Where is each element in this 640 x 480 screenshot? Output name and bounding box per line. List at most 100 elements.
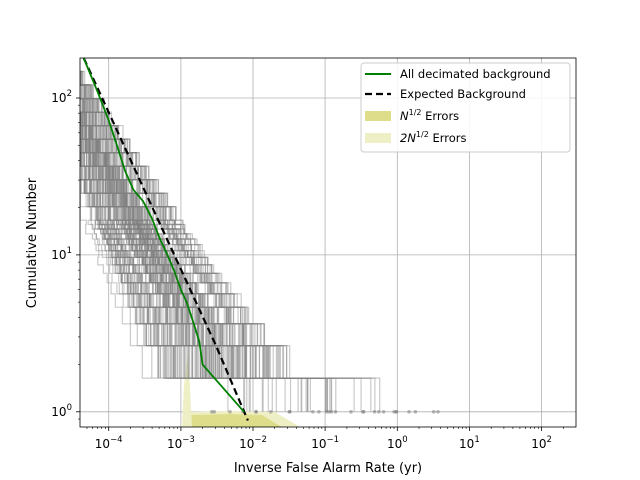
background-trial-line <box>80 179 245 412</box>
background-trial-line <box>80 111 235 379</box>
background-trial-line <box>80 125 277 412</box>
background-trial-line <box>80 125 204 379</box>
background-trial-line <box>80 165 159 379</box>
trial-endpoint <box>212 410 217 414</box>
background-trial-line <box>80 138 176 379</box>
background-trial-line <box>80 192 246 412</box>
background-trial-line <box>80 152 220 379</box>
trial-endpoint <box>254 410 258 414</box>
background-trial-line <box>80 111 245 379</box>
background-trial-line <box>80 179 174 379</box>
background-trial-line <box>80 138 205 379</box>
background-trial-line <box>80 125 247 379</box>
background-trial-line <box>80 152 204 379</box>
background-trial-line <box>80 125 222 379</box>
background-trial-line <box>80 98 286 412</box>
x-tick-label: 10−4 <box>95 435 123 451</box>
x-axis-ticks: 10−4 10−3 10−2 10−1 100 101 102 <box>86 427 564 451</box>
background-trial-line <box>80 98 220 379</box>
x-tick-label: 102 <box>531 435 552 451</box>
background-trial-line <box>80 152 190 379</box>
legend-label-err1: N1/2 Errors <box>400 108 459 123</box>
background-trial-line <box>80 70 279 379</box>
background-trial-line <box>80 138 234 379</box>
legend: All decimated background Expected Backgro… <box>360 62 571 153</box>
background-trial-line <box>80 138 240 379</box>
background-trial-line <box>80 125 211 379</box>
background-trial-line <box>80 84 226 379</box>
background-trial-line <box>80 98 223 379</box>
trial-endpoint <box>372 410 377 414</box>
background-trial-line <box>80 84 206 379</box>
expected-background-line <box>82 58 249 421</box>
background-trial-line <box>80 84 281 379</box>
background-trial-line <box>80 179 168 379</box>
background-trial-line <box>80 179 181 379</box>
background-trial-line <box>80 152 202 379</box>
background-trial-line <box>80 152 263 412</box>
main-series-lines <box>82 58 249 421</box>
trial-endpoint <box>377 410 381 414</box>
background-trial-line <box>80 125 254 379</box>
background-trial-line <box>80 179 171 379</box>
background-trial-line <box>80 111 331 412</box>
background-trial-line <box>80 125 241 379</box>
background-trial-line <box>80 125 238 379</box>
background-trial-line <box>80 152 191 379</box>
background-trial-line <box>80 111 309 412</box>
background-trial-line <box>80 179 173 379</box>
background-trial-line <box>80 125 292 412</box>
background-trial-line <box>80 138 231 379</box>
background-trial-line <box>80 138 247 379</box>
background-trial-line <box>80 138 215 379</box>
trial-endpoint <box>327 410 331 414</box>
background-trial-line <box>80 138 228 379</box>
y-tick-label: 101 <box>51 246 72 262</box>
background-trial-line <box>80 111 206 379</box>
x-axis-label: Inverse False Alarm Rate (yr) <box>234 461 422 476</box>
legend-swatch-err2 <box>365 133 391 143</box>
error-band-n <box>188 414 282 427</box>
background-trial-line <box>80 84 215 379</box>
background-trial-line <box>80 98 198 379</box>
background-trial-line <box>80 111 307 412</box>
background-trial-line <box>80 98 261 379</box>
background-trial-line <box>80 111 211 379</box>
background-trial-line <box>80 84 362 412</box>
background-trial-line <box>80 138 176 379</box>
background-trial-line <box>80 84 265 379</box>
background-trial-line <box>80 98 193 379</box>
legend-label-expected: Expected Background <box>400 87 526 101</box>
background-trial-line <box>80 125 252 379</box>
background-trial-line <box>80 138 238 379</box>
background-trial-line <box>80 84 328 412</box>
background-trial-line <box>80 70 288 379</box>
background-trial-line <box>80 84 303 412</box>
background-trial-line <box>80 152 189 379</box>
trial-endpoint <box>311 410 315 414</box>
trial-endpoint <box>228 410 232 414</box>
background-trial-line <box>80 111 256 379</box>
background-trial-line <box>80 152 197 379</box>
trial-endpoint <box>381 410 386 414</box>
background-trial-line <box>80 84 381 412</box>
background-trial-line <box>80 98 239 379</box>
trial-endpoint <box>362 410 366 414</box>
background-trial-line <box>80 138 217 379</box>
trial-endpoint <box>436 410 440 414</box>
trial-endpoint <box>333 410 338 414</box>
background-trial-line <box>80 165 159 379</box>
background-trial-line <box>80 111 213 379</box>
background-trial-line <box>80 70 285 379</box>
background-trial-line <box>80 165 170 379</box>
background-trial-line <box>80 138 240 379</box>
background-trial-line <box>80 152 250 412</box>
background-trial-line <box>80 138 302 412</box>
trial-endpoint <box>392 410 396 414</box>
background-trial-line <box>80 111 329 412</box>
background-trial-line <box>80 111 211 379</box>
trial-endpoint <box>210 410 214 414</box>
background-trial-line <box>80 152 165 379</box>
y-tick-label: 100 <box>51 403 72 419</box>
